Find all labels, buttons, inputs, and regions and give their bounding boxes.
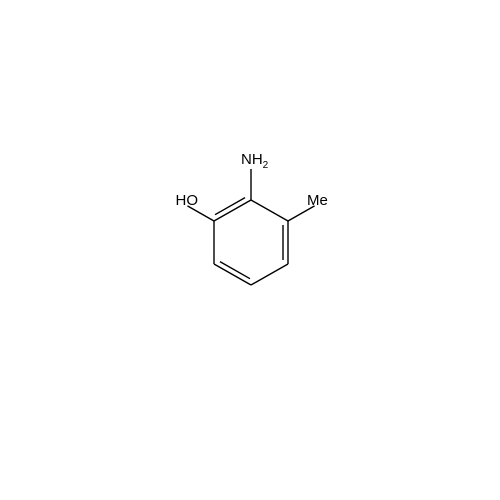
bond-line	[251, 264, 288, 285]
bond-line	[214, 264, 251, 285]
bond-line	[214, 200, 251, 221]
molecule-diagram: HO NH2 Me	[0, 0, 500, 500]
atom-label-oh: HO	[176, 192, 199, 209]
atom-label-me: Me	[307, 192, 328, 209]
atom-label-nh2: NH2	[241, 151, 269, 171]
bond-line	[251, 200, 288, 221]
